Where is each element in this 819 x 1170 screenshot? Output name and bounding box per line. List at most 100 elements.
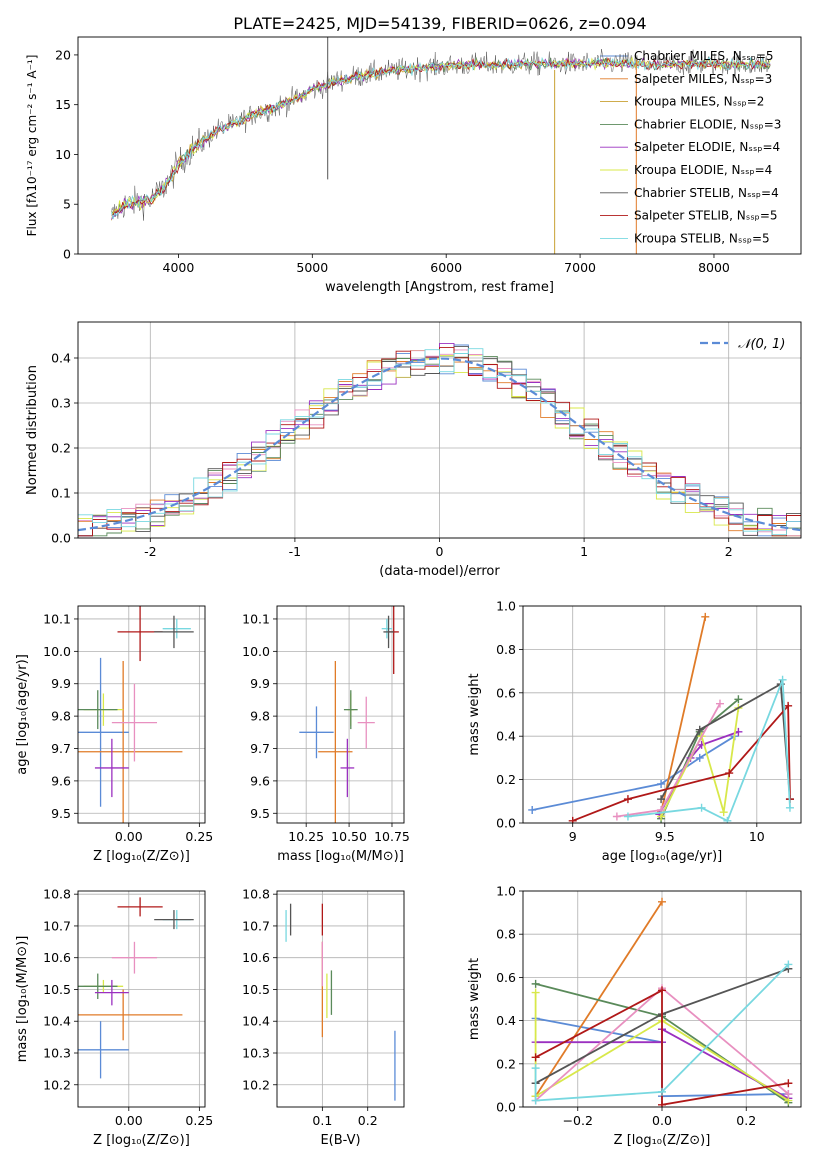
age_vs_Z-marks	[78, 606, 194, 823]
x-tick-label: 2	[725, 544, 733, 559]
axes-frame	[276, 890, 405, 1108]
y-tick-label: 0.2	[496, 772, 516, 787]
y-tick-label: 0.0	[496, 1100, 516, 1115]
x-axis-label: wavelength [Angstrom, rest frame]	[325, 280, 554, 295]
mass_vs_ebv-marks	[285, 903, 396, 1101]
data-point	[695, 753, 704, 762]
y-tick-label: 10.1	[43, 611, 71, 626]
legend-entry: 𝒩(0, 1)	[738, 337, 785, 352]
weight-series	[534, 901, 663, 1097]
legend-entry: Chabrier STELIB, Nₛₛₚ=4	[634, 186, 779, 200]
age_vs_mass-plot	[273, 606, 404, 827]
x-tick-label: -1	[289, 544, 301, 559]
spectrum-line-salpeter-stelib	[111, 57, 771, 216]
x-tick-label: 0.2	[358, 1113, 378, 1128]
x-tick-label: 10.75	[374, 829, 410, 844]
x-tick-label: −0.2	[563, 1113, 593, 1128]
x-tick-label: 6000	[430, 260, 462, 275]
data-point	[658, 986, 666, 995]
y-tick-label: 0.0	[496, 816, 516, 831]
x-tick-label: 0.2	[736, 1113, 756, 1128]
x-axis-label: Z [log₁₀(Z/Z⊙)]	[93, 849, 190, 864]
x-tick-label: 4000	[163, 260, 195, 275]
age_vs_mass-marks	[299, 606, 399, 823]
x-axis-label: mass [log₁₀(M/M⊙)]	[277, 849, 404, 864]
y-tick-label: 0.6	[496, 685, 516, 700]
mass_vs_Z-plot	[74, 891, 205, 1111]
y-tick-label: 9.9	[250, 676, 270, 691]
y-tick-label: 10.5	[242, 982, 270, 997]
data-point	[531, 1096, 540, 1105]
legend-entry: Kroupa ELODIE, Nₛₛₚ=4	[634, 163, 772, 177]
mass_vs_Z-marks	[78, 897, 194, 1079]
data-point	[658, 897, 666, 906]
y-tick-label: 9.7	[250, 741, 270, 756]
axes-frame	[276, 605, 405, 824]
mass_vs_ebv-plot	[273, 891, 404, 1111]
y-tick-label: 10.7	[43, 918, 71, 933]
data-point	[568, 816, 577, 823]
x-tick-label: 0.1	[312, 1113, 332, 1128]
y-axis-label: Flux [fλ10⁻¹⁷ erg cm⁻² s⁻¹ A⁻¹]	[25, 55, 39, 237]
x-tick-label: 7000	[564, 260, 596, 275]
y-tick-label: 10.3	[43, 1046, 71, 1061]
y-tick-label: 9.7	[51, 741, 71, 756]
residuals-plot	[74, 322, 801, 542]
y-tick-label: 0.4	[51, 351, 71, 366]
y-axis-label: mass [log₁₀(M/M⊙)]	[15, 936, 30, 1063]
data-point	[531, 1064, 540, 1073]
y-tick-label: 1.0	[496, 599, 516, 614]
y-tick-label: 1.0	[496, 884, 516, 899]
x-axis-label: Z [log₁₀(Z/Z⊙)]	[614, 1133, 711, 1148]
legend-entry: Salpeter STELIB, Nₛₛₚ=5	[634, 209, 778, 223]
data-point	[725, 769, 734, 778]
y-tick-label: 0.3	[51, 396, 71, 411]
y-tick-label: 9.6	[51, 773, 71, 788]
y-tick-label: 0.2	[496, 1056, 516, 1071]
legend-entry: Salpeter ELODIE, Nₛₛₚ=4	[634, 140, 780, 154]
data-point	[701, 612, 710, 621]
x-tick-label: 1	[580, 544, 588, 559]
weight_vs_age-plot	[519, 605, 801, 827]
x-tick-label: 10.25	[288, 829, 324, 844]
y-tick-label: 9.5	[51, 806, 71, 821]
histogram-series	[78, 348, 801, 536]
normal-curve	[78, 357, 801, 532]
y-tick-label: 10.2	[43, 1077, 71, 1092]
y-tick-label: 10.8	[242, 887, 270, 902]
data-point	[623, 812, 632, 821]
y-tick-label: 10.3	[242, 1046, 270, 1061]
weight-series	[660, 616, 707, 813]
y-tick-label: 10.8	[43, 887, 71, 902]
data-point	[784, 960, 793, 969]
data-point	[784, 701, 793, 710]
weight_vs_Z-marks	[531, 897, 793, 1107]
y-tick-label: 15	[55, 97, 71, 112]
weight_vs_age-marks	[528, 612, 794, 823]
y-tick-label: 9.9	[51, 676, 71, 691]
y-tick-label: 9.8	[250, 709, 270, 724]
x-tick-label: 5000	[296, 260, 328, 275]
weight-series	[660, 707, 740, 817]
weight-series	[534, 963, 790, 1102]
data-point	[657, 795, 666, 804]
data-point	[658, 1087, 666, 1096]
data-point	[623, 795, 632, 804]
y-tick-label: 10.7	[242, 918, 270, 933]
y-tick-label: 10.0	[242, 644, 270, 659]
axes-frame	[77, 605, 206, 824]
y-tick-label: 9.8	[51, 709, 71, 724]
x-axis-label: E(B-V)	[320, 1133, 360, 1148]
y-tick-label: 0.8	[496, 927, 516, 942]
data-point	[657, 779, 666, 788]
y-tick-label: 0.4	[496, 1013, 516, 1028]
data-point	[695, 725, 704, 734]
y-tick-label: 10.4	[43, 1014, 71, 1029]
legend-entry: Chabrier MILES, Nₛₛₚ=5	[634, 49, 774, 63]
weight-series	[534, 992, 789, 1102]
y-tick-label: 0.4	[496, 729, 516, 744]
data-point	[723, 816, 732, 823]
y-tick-label: 20	[55, 47, 71, 62]
spectrum-plot	[74, 54, 715, 258]
